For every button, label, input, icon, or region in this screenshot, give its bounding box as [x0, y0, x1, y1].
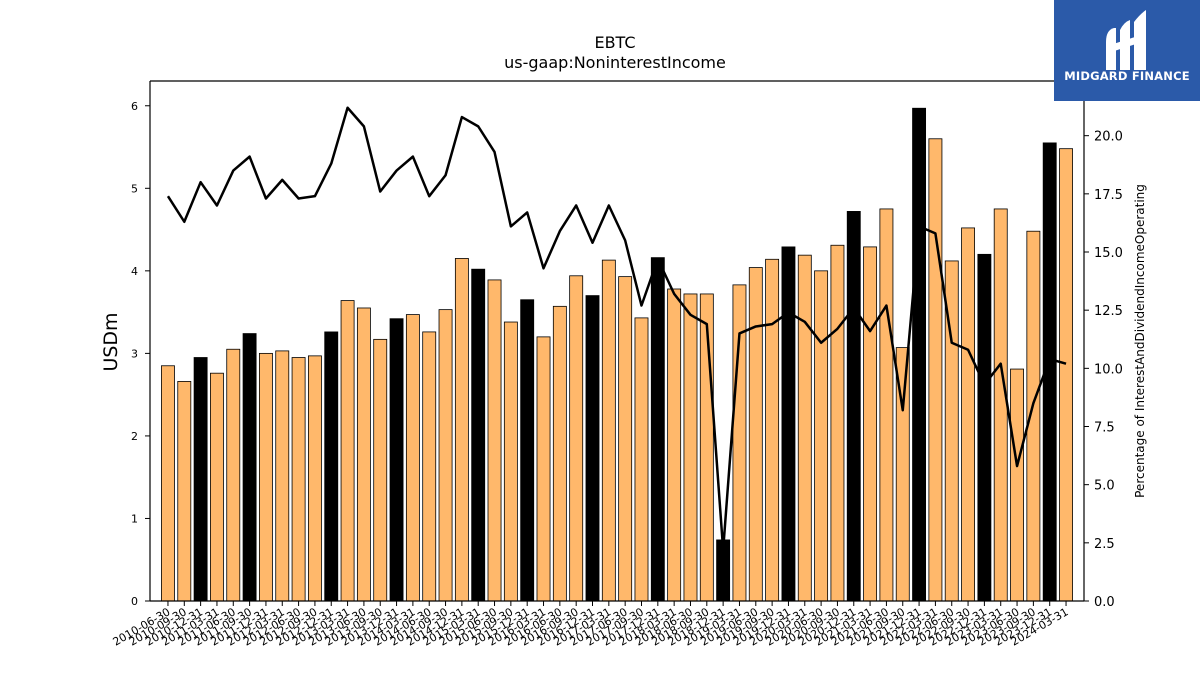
bar-2011-12-31: [258, 352, 273, 602]
ratio-line: [166, 106, 1067, 552]
bar-2021-06-30: [879, 208, 894, 602]
y2-tick-label: 12.5: [1094, 304, 1123, 319]
y-tick-label: 4: [131, 265, 138, 278]
y2-tick-label: 0.0: [1094, 595, 1115, 610]
y2-tick-label: 5.0: [1094, 479, 1115, 494]
chart-title: EBTC: [594, 33, 635, 52]
bar-2024-03-31: [1059, 148, 1073, 602]
bar-2014-06-30: [422, 331, 437, 602]
bar-2016-06-30: [552, 305, 567, 602]
bar-2015-03-31: [471, 268, 486, 602]
bar-2021-03-31: [863, 246, 878, 602]
y2-tick-label: 17.5: [1094, 188, 1123, 203]
bar-2017-12-31: [650, 257, 665, 602]
bar-2014-09-30: [438, 309, 453, 602]
bar-2022-09-30: [961, 227, 975, 602]
bar-2022-12-31: [977, 253, 992, 602]
y2-tick-label: 10.0: [1094, 362, 1123, 377]
y-tick-label: 3: [131, 347, 138, 360]
bar-2019-12-31: [781, 246, 796, 602]
logo-text: MIDGARD FINANCE: [1064, 69, 1190, 83]
bar-2010-12-31: [193, 357, 208, 602]
y2-axis-label: Percentage of InterestAndDividendIncomeO…: [1133, 184, 1147, 498]
bar-2020-12-31: [846, 211, 861, 602]
y2-tick-label: 15.0: [1094, 246, 1123, 261]
bar-2018-03-31: [667, 288, 682, 602]
y2-tick-label: 2.5: [1094, 537, 1115, 552]
bar-2014-12-31: [454, 258, 469, 602]
bar-2011-03-31: [210, 372, 224, 602]
y-tick-label: 2: [131, 430, 138, 443]
chart-subtitle: us-gaap:NoninterestIncome: [504, 53, 726, 72]
bar-2015-12-31: [520, 299, 535, 602]
y-tick-label: 5: [131, 182, 138, 195]
y-axis-label: USDm: [100, 312, 122, 371]
midgard-logo: MIDGARD FINANCE: [1054, 0, 1200, 101]
y-tick-label: 6: [131, 100, 138, 113]
bar-2013-12-31: [389, 318, 404, 602]
y2-tick-label: 7.5: [1094, 421, 1115, 436]
bar-2011-06-30: [226, 348, 241, 602]
bar-2010-09-30: [177, 381, 192, 602]
bar-2020-06-30: [814, 270, 829, 602]
bar-2023-06-30: [1010, 368, 1024, 602]
bar-2017-06-30: [618, 276, 633, 602]
bar-2015-09-30: [503, 321, 518, 602]
bar-group: [161, 107, 1073, 602]
bar-2013-06-30: [356, 307, 371, 602]
bar-2021-12-31: [912, 107, 927, 602]
midgard-logo-icon: [1106, 10, 1146, 70]
bar-2013-03-31: [340, 300, 355, 602]
bar-2015-06-30: [487, 279, 502, 602]
bar-2016-03-31: [536, 336, 551, 602]
bar-2010-06-30: [161, 365, 175, 602]
bar-2012-03-31: [275, 350, 290, 602]
bar-2017-09-30: [634, 317, 649, 602]
bar-2013-09-30: [373, 338, 388, 602]
bar-2023-03-31: [993, 208, 1008, 602]
bar-2019-09-30: [765, 258, 780, 602]
bar-2016-09-30: [569, 275, 584, 602]
bar-2019-06-30: [748, 267, 763, 602]
bar-2018-06-30: [683, 293, 698, 602]
bar-2012-09-30: [307, 355, 322, 602]
bar-2016-12-31: [585, 295, 600, 602]
axes: 01234560.02.55.07.510.012.515.017.520.02…: [111, 80, 1123, 649]
line-layer: [166, 106, 1067, 552]
bar-2012-06-30: [291, 357, 306, 602]
bar-2017-03-31: [601, 259, 616, 602]
y-tick-label: 1: [131, 512, 138, 525]
y-tick-label: 0: [131, 595, 138, 608]
bar-2020-09-30: [830, 244, 845, 602]
y2-tick-label: 20.0: [1094, 130, 1123, 145]
bar-2011-09-30: [242, 333, 257, 602]
bar-2012-12-31: [324, 331, 339, 602]
bar-2022-03-31: [928, 138, 943, 602]
bar-2020-03-31: [797, 254, 812, 602]
bar-2014-03-31: [405, 314, 420, 602]
